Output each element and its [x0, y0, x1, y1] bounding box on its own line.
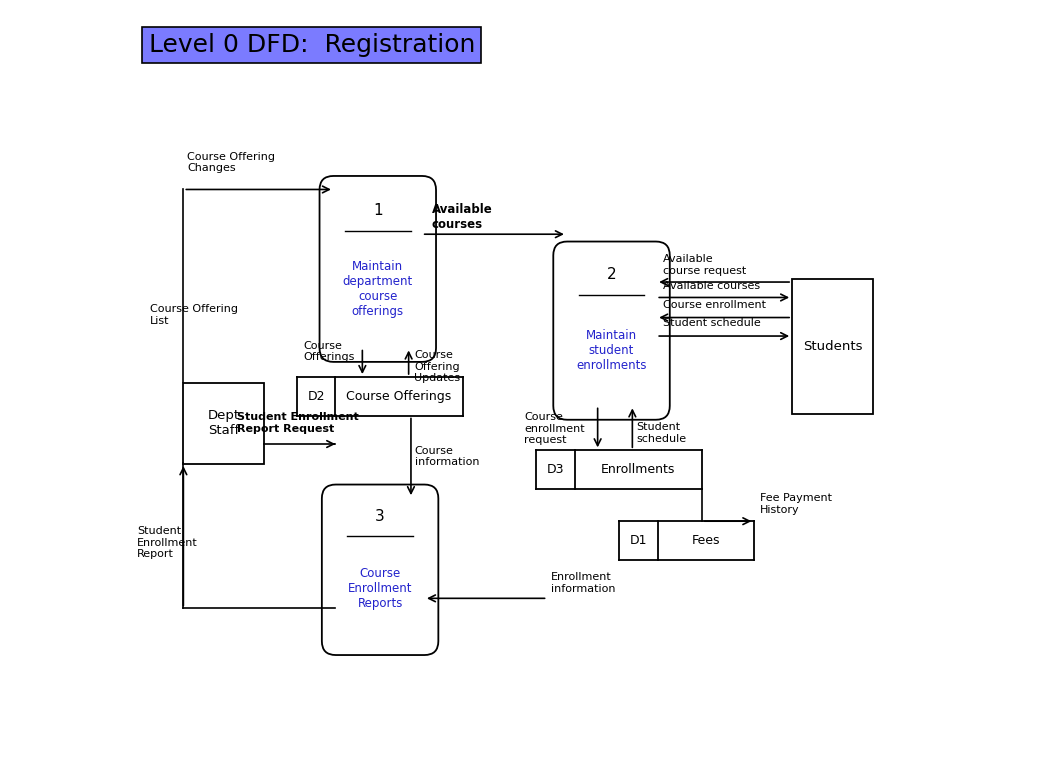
Text: Course Offering
List: Course Offering List	[150, 305, 238, 326]
Text: Maintain
department
course
offerings: Maintain department course offerings	[342, 260, 413, 319]
Text: Dept
Staff: Dept Staff	[207, 409, 239, 437]
Text: Course
Offering
Updates: Course Offering Updates	[414, 350, 460, 384]
Text: Available
course request: Available course request	[663, 254, 746, 276]
Bar	[792, 279, 873, 413]
Text: Student
schedule: Student schedule	[636, 423, 686, 444]
Text: Fee Payment
History: Fee Payment History	[760, 493, 832, 515]
Text: D2: D2	[307, 390, 325, 402]
Text: Course Offering
Changes: Course Offering Changes	[187, 152, 275, 173]
Text: Course
information: Course information	[414, 445, 479, 467]
Text: Available courses: Available courses	[663, 280, 760, 291]
Text: Available
courses: Available courses	[432, 204, 492, 232]
FancyBboxPatch shape	[320, 176, 436, 362]
Text: Course enrollment: Course enrollment	[663, 300, 766, 310]
Text: D1: D1	[630, 534, 648, 547]
Text: Maintain
student
enrollments: Maintain student enrollments	[577, 329, 646, 371]
Text: 3: 3	[375, 510, 385, 524]
Text: 2: 2	[607, 267, 616, 283]
Text: Course
Enrollment
Reports: Course Enrollment Reports	[348, 567, 412, 610]
Text: Course
Offerings: Course Offerings	[303, 340, 354, 362]
Text: Student
Enrollment
Report: Student Enrollment Report	[137, 526, 198, 559]
Text: Enrollments: Enrollments	[601, 463, 676, 476]
Text: Course
enrollment
request: Course enrollment request	[525, 412, 585, 445]
FancyBboxPatch shape	[322, 485, 438, 655]
Text: Enrollment
information: Enrollment information	[552, 572, 616, 594]
Text: Students: Students	[804, 340, 863, 353]
Bar	[183, 383, 264, 464]
Text: Student Enrollment
Report Request: Student Enrollment Report Request	[236, 413, 358, 434]
Text: Fees: Fees	[692, 534, 720, 547]
Text: Level 0 DFD:  Registration: Level 0 DFD: Registration	[149, 33, 475, 57]
Text: Course Offerings: Course Offerings	[347, 390, 452, 402]
Text: 1: 1	[373, 203, 383, 218]
FancyBboxPatch shape	[553, 242, 669, 420]
Text: D3: D3	[547, 463, 564, 476]
Text: Student schedule: Student schedule	[663, 319, 761, 329]
